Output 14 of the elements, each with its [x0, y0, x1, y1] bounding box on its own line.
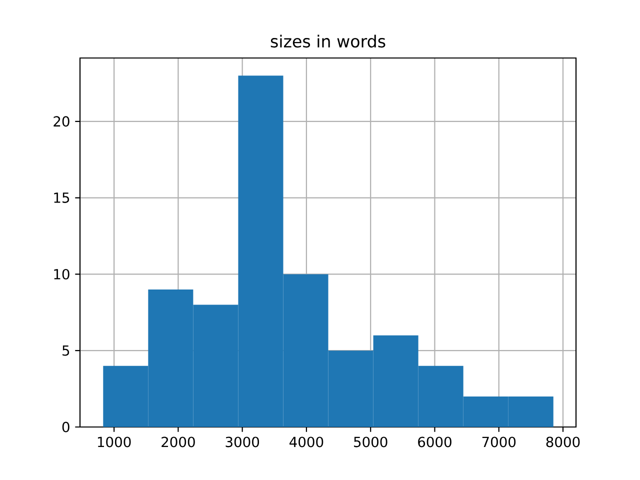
x-tick-label: 5000: [354, 436, 388, 448]
x-tick-label: 7000: [482, 436, 516, 448]
y-tick-label: 10: [54, 268, 70, 280]
chart-title: sizes in words: [270, 34, 386, 48]
x-tick-label: 1000: [98, 436, 131, 448]
x-tick-label: 2000: [162, 436, 195, 448]
x-tick-label: 3000: [226, 436, 260, 448]
x-tick-label: 6000: [418, 436, 452, 448]
x-tick-label: 8000: [546, 436, 580, 448]
y-tick-label: 5: [62, 345, 70, 356]
y-tick-label: 0: [62, 422, 70, 432]
y-tick-label: 15: [54, 192, 70, 203]
x-tick-label: 4000: [290, 436, 324, 448]
y-tick-label: 20: [54, 116, 70, 127]
